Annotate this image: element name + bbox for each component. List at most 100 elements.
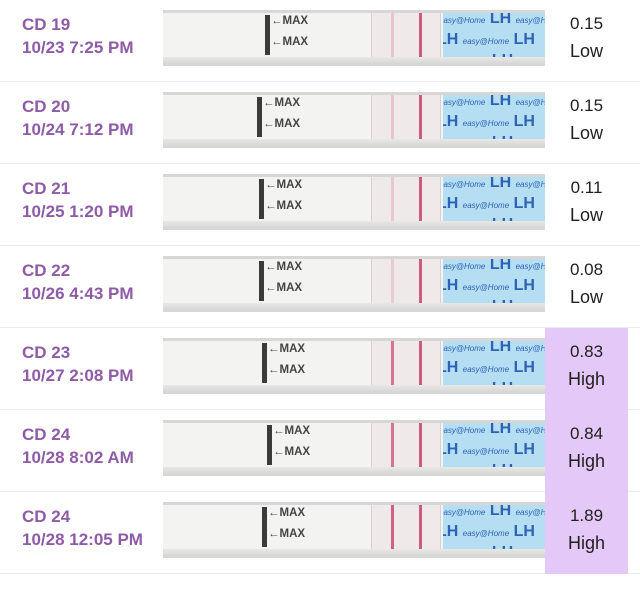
result-window — [371, 13, 441, 63]
test-strip-image[interactable]: ←MAX ←MAX easy@Home LH easy@Home LH — [163, 174, 545, 230]
cycle-day-label: CD 22 — [22, 261, 71, 280]
max-label: ←MAX — [271, 15, 309, 27]
entry-meta: CD 24 10/28 8:02 AM — [22, 423, 134, 469]
test-strip-image[interactable]: ←MAX ←MAX easy@Home LH easy@Home LH — [163, 502, 545, 558]
max-label: ←MAX — [265, 261, 303, 273]
lh-ratio-value: 0.15 — [569, 96, 604, 115]
list-item[interactable]: CD 22 10/26 4:43 PM ←MAX ←MAX easy@Home … — [0, 246, 640, 328]
control-line — [419, 505, 422, 555]
control-line — [419, 423, 422, 473]
test-datetime: 10/27 2:08 PM — [22, 366, 134, 385]
max-label: ←MAX — [263, 97, 301, 109]
result-window — [371, 423, 441, 473]
test-strip-image[interactable]: ←MAX ←MAX easy@Home LH easy@Home LH — [163, 256, 545, 312]
list-item[interactable]: CD 21 10/25 1:20 PM ←MAX ←MAX easy@Home … — [0, 164, 640, 246]
result-window — [371, 505, 441, 555]
entry-meta: CD 23 10/27 2:08 PM — [22, 341, 134, 387]
test-line — [391, 177, 394, 227]
lh-level-badge: Low — [569, 205, 604, 225]
result-cell: 0.11 Low — [545, 164, 628, 246]
max-label: ←MAX — [268, 507, 306, 519]
max-line — [257, 97, 262, 137]
max-line — [265, 15, 270, 55]
max-label: ←MAX — [268, 343, 306, 355]
max-line — [259, 261, 264, 301]
brand-logo-area: easy@Home LH easy@Home LH easy@Home LH e… — [443, 259, 545, 309]
max-label: ←MAX — [273, 425, 311, 437]
max-line — [262, 343, 267, 383]
lh-ratio-value: 0.84 — [569, 424, 604, 443]
cycle-day-label: CD 21 — [22, 179, 71, 198]
max-line — [267, 425, 272, 465]
entry-meta: CD 20 10/24 7:12 PM — [22, 95, 134, 141]
result-cell: 0.84 High — [545, 410, 628, 492]
test-line — [391, 423, 394, 473]
cycle-day-label: CD 19 — [22, 15, 71, 34]
lh-level-badge: Low — [569, 123, 604, 143]
result-cell: 0.15 Low — [545, 0, 628, 82]
lh-level-badge: High — [567, 533, 606, 553]
result-window — [371, 177, 441, 227]
lh-level-badge: Low — [569, 41, 604, 61]
test-strip-image[interactable]: ←MAX ←MAX easy@Home LH easy@Home LH — [163, 420, 545, 476]
list-item[interactable]: CD 24 10/28 12:05 PM ←MAX ←MAX easy@Home… — [0, 492, 640, 574]
test-datetime: 10/28 12:05 PM — [22, 530, 143, 549]
control-line — [419, 95, 422, 145]
test-line — [391, 13, 394, 63]
test-datetime: 10/26 4:43 PM — [22, 284, 134, 303]
lh-level-badge: High — [567, 451, 606, 471]
test-line — [391, 341, 394, 391]
test-line — [391, 505, 394, 555]
test-strip-image[interactable]: ←MAX ←MAX easy@Home LH easy@Home LH — [163, 10, 545, 66]
max-label: ←MAX — [268, 364, 306, 376]
entry-meta: CD 22 10/26 4:43 PM — [22, 259, 134, 305]
brand-logo-area: easy@Home LH easy@Home LH easy@Home LH e… — [443, 423, 545, 473]
cycle-day-label: CD 23 — [22, 343, 71, 362]
max-label: ←MAX — [268, 528, 306, 540]
test-line — [391, 95, 394, 145]
entry-meta: CD 19 10/23 7:25 PM — [22, 13, 134, 59]
list-item[interactable]: CD 24 10/28 8:02 AM ←MAX ←MAX easy@Home … — [0, 410, 640, 492]
list-item[interactable]: CD 19 10/23 7:25 PM ←MAX ←MAX easy@Home … — [0, 0, 640, 82]
cycle-day-label: CD 20 — [22, 97, 71, 116]
test-strip-image[interactable]: ←MAX ←MAX easy@Home LH easy@Home LH — [163, 92, 545, 148]
test-datetime: 10/28 8:02 AM — [22, 448, 134, 467]
max-label: ←MAX — [263, 118, 301, 130]
test-datetime: 10/24 7:12 PM — [22, 120, 134, 139]
list-item[interactable]: CD 23 10/27 2:08 PM ←MAX ←MAX easy@Home … — [0, 328, 640, 410]
result-cell: 0.15 Low — [545, 82, 628, 164]
brand-logo-area: easy@Home LH easy@Home LH easy@Home LH e… — [443, 505, 545, 555]
lh-ratio-value: 0.83 — [569, 342, 604, 361]
cycle-day-label: CD 24 — [22, 425, 71, 444]
entry-meta: CD 24 10/28 12:05 PM — [22, 505, 143, 551]
max-label: ←MAX — [265, 200, 303, 212]
lh-level-badge: High — [567, 369, 606, 389]
test-datetime: 10/25 1:20 PM — [22, 202, 134, 221]
test-strip-image[interactable]: ←MAX ←MAX easy@Home LH easy@Home LH — [163, 338, 545, 394]
control-line — [419, 259, 422, 309]
test-datetime: 10/23 7:25 PM — [22, 38, 134, 57]
max-label: ←MAX — [271, 36, 309, 48]
result-cell: 1.89 High — [545, 492, 628, 574]
entry-meta: CD 21 10/25 1:20 PM — [22, 177, 134, 223]
max-label: ←MAX — [265, 282, 303, 294]
result-window — [371, 341, 441, 391]
result-cell: 0.08 Low — [545, 246, 628, 328]
brand-logo-area: easy@Home LH easy@Home LH easy@Home LH e… — [443, 95, 545, 145]
brand-logo-area: easy@Home LH easy@Home LH easy@Home LH e… — [443, 177, 545, 227]
lh-ratio-value: 0.08 — [569, 260, 604, 279]
cycle-day-label: CD 24 — [22, 507, 71, 526]
result-cell: 0.83 High — [545, 328, 628, 410]
max-line — [262, 507, 267, 547]
list-item[interactable]: CD 20 10/24 7:12 PM ←MAX ←MAX easy@Home … — [0, 82, 640, 164]
max-label: ←MAX — [273, 446, 311, 458]
brand-logo-area: easy@Home LH easy@Home LH easy@Home LH e… — [443, 13, 545, 63]
lh-ratio-value: 0.15 — [569, 14, 604, 33]
result-window — [371, 259, 441, 309]
max-line — [259, 179, 264, 219]
lh-ratio-value: 0.11 — [570, 178, 603, 197]
result-window — [371, 95, 441, 145]
lh-level-badge: Low — [569, 287, 604, 307]
brand-logo-area: easy@Home LH easy@Home LH easy@Home LH e… — [443, 341, 545, 391]
lh-ratio-value: 1.89 — [569, 506, 604, 525]
